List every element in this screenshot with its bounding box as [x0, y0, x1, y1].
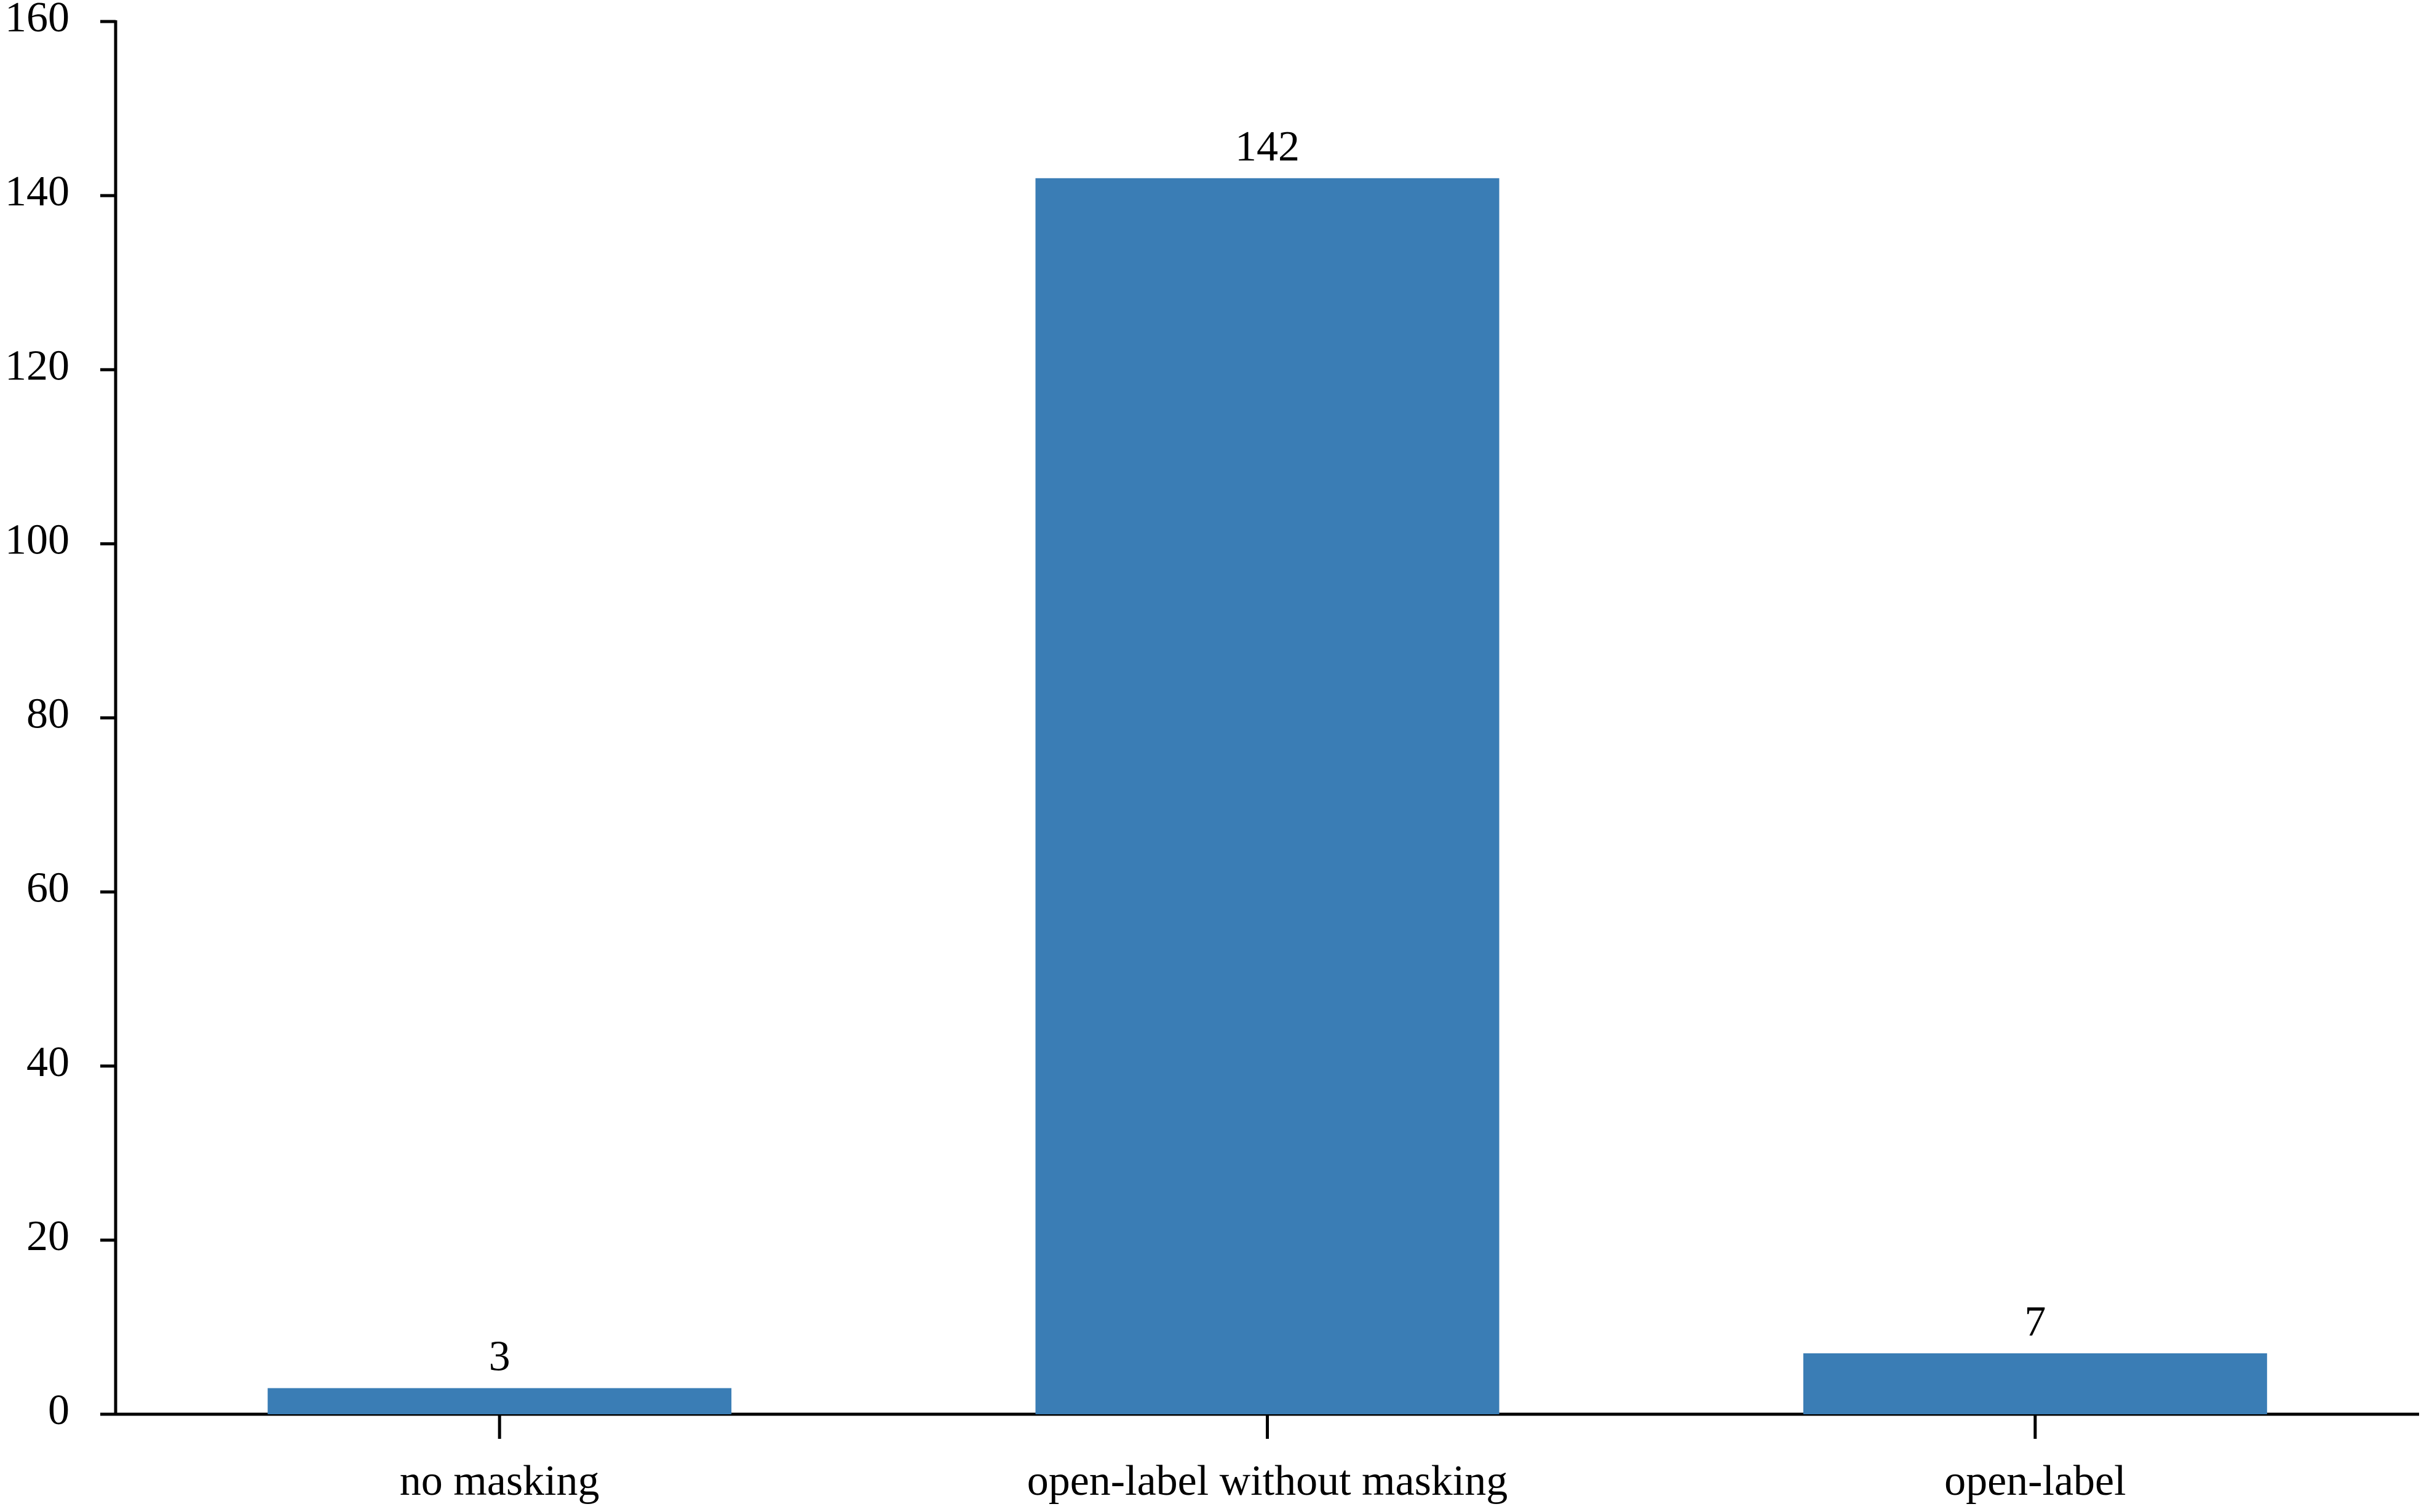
y-tick-label: 140	[5, 168, 70, 215]
value-label: 7	[2024, 1298, 2046, 1345]
y-tick-label: 20	[26, 1213, 70, 1260]
y-tick-label: 160	[5, 0, 70, 41]
bar	[1803, 1353, 2267, 1414]
y-tick-label: 0	[48, 1387, 70, 1434]
y-tick-label: 120	[5, 342, 70, 389]
y-tick-label: 100	[5, 516, 70, 563]
value-label: 3	[489, 1333, 511, 1380]
y-tick-label: 40	[26, 1039, 70, 1086]
bar	[268, 1388, 732, 1414]
value-label: 142	[1235, 123, 1300, 170]
x-tick-label: no masking	[400, 1457, 600, 1505]
x-tick-label: open-label	[1944, 1457, 2126, 1505]
x-tick-label: open-label without masking	[1027, 1457, 1508, 1505]
y-tick-label: 60	[26, 865, 70, 912]
y-tick-label: 80	[26, 691, 70, 738]
bar	[1035, 178, 1500, 1414]
